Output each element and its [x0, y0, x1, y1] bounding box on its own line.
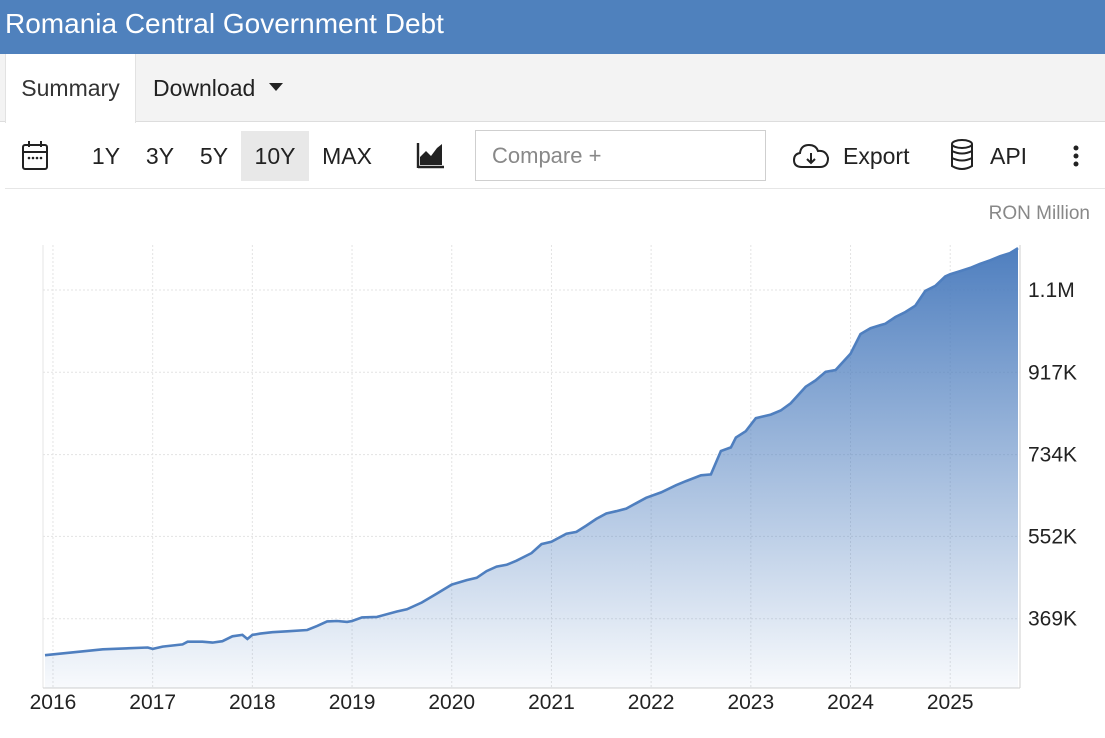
area-chart-icon[interactable]	[415, 123, 447, 189]
range-10y-button[interactable]: 10Y	[241, 131, 309, 181]
tab-summary[interactable]: Summary	[5, 54, 136, 123]
y-tick-label: 1.1M	[1028, 279, 1075, 302]
range-1y-button[interactable]: 1Y	[91, 143, 121, 169]
x-tick-label: 2024	[827, 691, 874, 714]
chart-area: RON Million 2016 2017 2018 2019 2020 2021 2022…	[5, 189, 1105, 738]
more-vertical-icon[interactable]	[1065, 123, 1087, 189]
range-3y-button[interactable]: 3Y	[145, 143, 175, 169]
tabs-bar: Summary Download	[0, 54, 1105, 123]
series-area	[45, 248, 1018, 688]
y-tick-label: 734K	[1028, 444, 1077, 467]
compare-input[interactable]	[475, 130, 766, 181]
x-tick-label: 2017	[129, 691, 176, 714]
x-tick-label: 2019	[329, 691, 376, 714]
x-tick-label: 2025	[927, 691, 974, 714]
calendar-icon[interactable]	[20, 123, 54, 189]
page-title: Romania Central Government Debt	[5, 8, 444, 39]
cloud-download-icon[interactable]	[791, 123, 831, 189]
y-tick-label: 552K	[1028, 525, 1077, 548]
database-icon[interactable]	[948, 123, 976, 189]
tab-download-label: Download	[153, 75, 256, 101]
y-tick-label: 369K	[1028, 608, 1077, 631]
x-tick-label: 2023	[727, 691, 774, 714]
caret-down-icon	[269, 82, 284, 91]
x-tick-label: 2018	[229, 691, 276, 714]
y-tick-label: 917K	[1028, 361, 1077, 384]
x-tick-label: 2021	[528, 691, 575, 714]
api-button[interactable]: API	[990, 143, 1028, 169]
range-5y-button[interactable]: 5Y	[199, 143, 229, 169]
x-tick-label: 2020	[428, 691, 475, 714]
area-chart: 2016 2017 2018 2019 2020 2021 2022 2023 2024 2025…	[30, 245, 1077, 714]
x-tick-label: 2016	[30, 691, 77, 714]
x-tick-label: 2022	[628, 691, 675, 714]
range-max-button[interactable]: MAX	[322, 143, 372, 169]
export-button[interactable]: Export	[843, 143, 910, 169]
chart-toolbar: 1Y 3Y 5Y 10Y MAX Export API	[5, 123, 1105, 189]
title-bar: Romania Central Government Debt	[0, 0, 1105, 54]
series-line	[44, 246, 1019, 657]
tab-download[interactable]: Download	[153, 54, 284, 122]
unit-label: RON Million	[988, 203, 1090, 224]
